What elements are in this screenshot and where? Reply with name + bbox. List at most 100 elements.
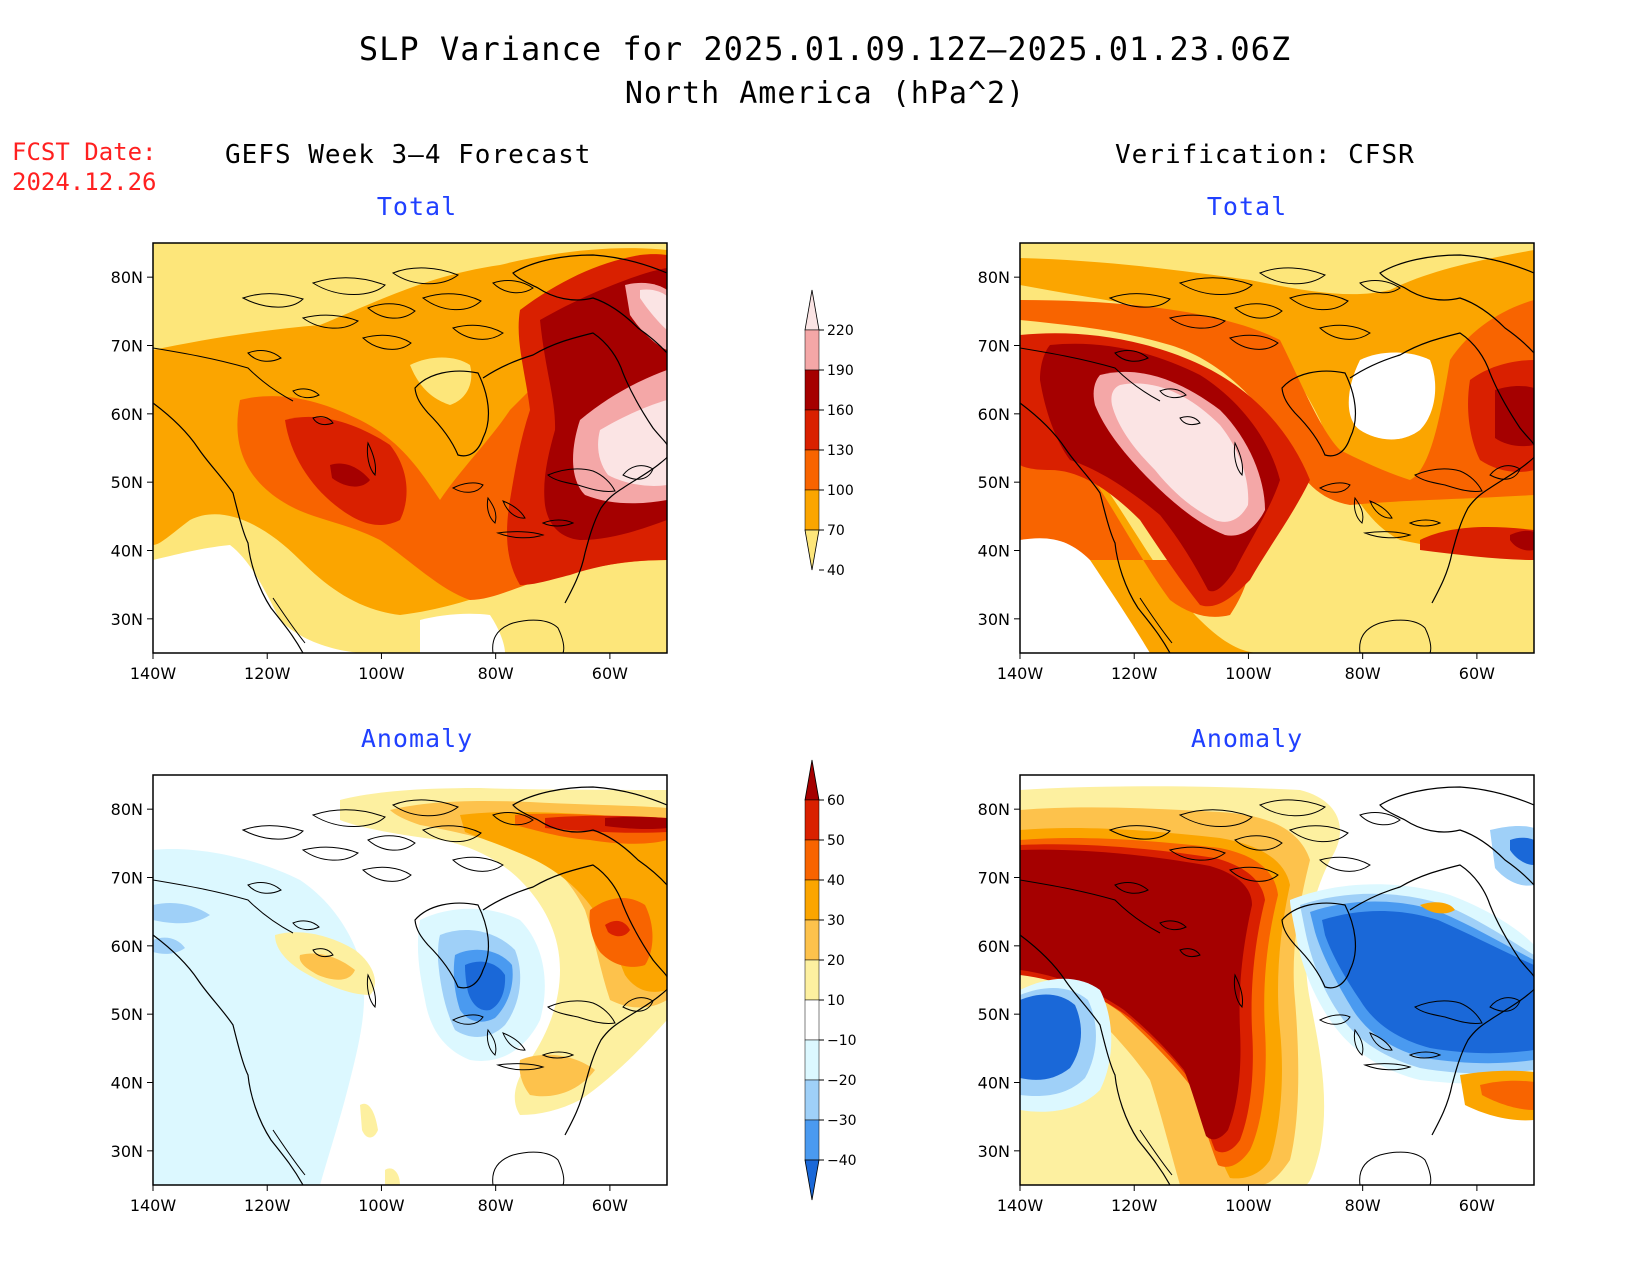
colorbar-label: 40 [827, 563, 845, 579]
lat-tick-label: 50N [111, 1005, 143, 1024]
verification-total-title: Total [1206, 192, 1288, 221]
lat-tick-label: 50N [111, 473, 143, 492]
colorbar-top-triangle [804, 759, 820, 801]
lon-tick-label: 140W [997, 664, 1044, 683]
lat-tick-label: 70N [978, 337, 1010, 356]
colorbar-swatch [804, 329, 820, 371]
frame-verification-anomaly [1019, 774, 1535, 1186]
lon-tick-label: 80W [1345, 1196, 1381, 1215]
forecast-anomaly-title: Anomaly [360, 724, 474, 753]
lat-tick-label: 60N [978, 405, 1010, 424]
colorbar-label: 190 [827, 363, 854, 379]
colorbar-label: 100 [827, 483, 854, 499]
colorbar-label: 70 [827, 523, 845, 539]
frame-forecast-anomaly [152, 774, 668, 1186]
lon-tick-label: 80W [478, 1196, 514, 1215]
colorbar-swatch [804, 999, 820, 1041]
colorbar-label: 220 [827, 323, 854, 339]
lon-tick-label: 80W [478, 664, 514, 683]
lon-tick-label: 120W [244, 664, 291, 683]
lon-tick-label: 100W [1225, 664, 1272, 683]
colorbar-anomaly: 60 50 40 30 20 10 −10 −20 −30 −40 [804, 759, 857, 1201]
lat-tick-label: 80N [111, 268, 143, 287]
colorbar-swatch [804, 799, 820, 841]
lat-tick-label: 70N [111, 337, 143, 356]
map-forecast-total [153, 243, 667, 653]
colorbar-total: 220 190 160 130 100 70 40 [804, 289, 854, 579]
colorbar-label: 40 [827, 873, 845, 889]
lat-tick-label: 50N [978, 1005, 1010, 1024]
colorbar-swatch [804, 409, 820, 451]
lon-tick-label: 60W [592, 1196, 628, 1215]
lat-tick-label: 60N [111, 405, 143, 424]
lat-tick-label: 80N [978, 268, 1010, 287]
colorbar-swatch [804, 839, 820, 881]
lon-tick-label: 60W [1459, 664, 1495, 683]
colorbar-swatch [804, 879, 820, 921]
verification-anomaly-title: Anomaly [1190, 724, 1304, 753]
frame-forecast-total [152, 242, 668, 654]
colorbar-swatch [804, 959, 820, 1001]
colorbar-label: −10 [827, 1033, 857, 1049]
colorbar-label: 160 [827, 403, 854, 419]
lat-tick-label: 80N [111, 800, 143, 819]
lat-tick-label: 30N [111, 1142, 143, 1161]
map-verification-anomaly [1020, 775, 1534, 1185]
colorbar-label: 50 [827, 833, 845, 849]
lat-tick-label: 70N [978, 869, 1010, 888]
lat-tick-label: 70N [111, 869, 143, 888]
colorbar-bottom-triangle [804, 529, 820, 571]
colorbar-swatch [804, 489, 820, 531]
lon-tick-label: 60W [592, 664, 628, 683]
forecast-column-title: GEFS Week 3—4 Forecast [225, 140, 592, 170]
lon-tick-label: 100W [358, 1196, 405, 1215]
lon-tick-label: 120W [1111, 664, 1158, 683]
colorbar-swatch [804, 369, 820, 411]
lon-tick-label: 140W [997, 1196, 1044, 1215]
colorbar-label: −40 [827, 1153, 857, 1169]
verification-column-title: Verification: CFSR [1115, 140, 1415, 170]
lon-tick-label: 60W [1459, 1196, 1495, 1215]
colorbar-swatch [804, 449, 820, 491]
lat-tick-label: 60N [111, 937, 143, 956]
lat-tick-label: 80N [978, 800, 1010, 819]
lat-tick-label: 30N [111, 610, 143, 629]
lat-tick-label: 40N [978, 542, 1010, 561]
lat-tick-label: 30N [978, 610, 1010, 629]
forecast-total-title: Total [376, 192, 458, 221]
lon-tick-label: 80W [1345, 664, 1381, 683]
lat-tick-label: 30N [978, 1142, 1010, 1161]
lon-tick-label: 100W [1225, 1196, 1272, 1215]
colorbar-label: 60 [827, 793, 845, 809]
colorbar-label: −20 [827, 1073, 857, 1089]
colorbar-swatch [804, 1039, 820, 1081]
lon-tick-label: 120W [244, 1196, 291, 1215]
colorbar-label: 10 [827, 993, 845, 1009]
colorbar-top-triangle [804, 289, 820, 331]
lat-tick-label: 40N [978, 1074, 1010, 1093]
lat-tick-label: 40N [111, 1074, 143, 1093]
colorbar-swatch [804, 919, 820, 961]
frame-verification-total [1019, 242, 1535, 654]
colorbar-bottom-triangle [804, 1159, 820, 1201]
lat-tick-label: 50N [978, 473, 1010, 492]
map-forecast-anomaly [153, 775, 667, 1185]
subtitle: North America (hPa^2) [624, 76, 1026, 111]
map-verification-total [1020, 243, 1534, 653]
main-title: SLP Variance for 2025.01.09.12Z—2025.01.… [358, 30, 1292, 68]
lat-tick-label: 40N [111, 542, 143, 561]
lon-tick-label: 100W [358, 664, 405, 683]
colorbar-label: 30 [827, 913, 845, 929]
lat-tick-label: 60N [978, 937, 1010, 956]
colorbar-label: 20 [827, 953, 845, 969]
colorbar-label: 130 [827, 443, 854, 459]
lon-tick-label: 140W [130, 664, 177, 683]
colorbar-swatch [804, 1079, 820, 1121]
axes-layer: 140W 120W 100W 80W 60W 80N 70N 60N 50N 40N 30N 140W… [111, 268, 1495, 1215]
lon-tick-label: 140W [130, 1196, 177, 1215]
colorbar-swatch [804, 1119, 820, 1161]
lon-tick-label: 120W [1111, 1196, 1158, 1215]
fcst-date-value: 2024.12.26 [12, 168, 157, 196]
fcst-date-label: FCST Date: [12, 138, 157, 166]
